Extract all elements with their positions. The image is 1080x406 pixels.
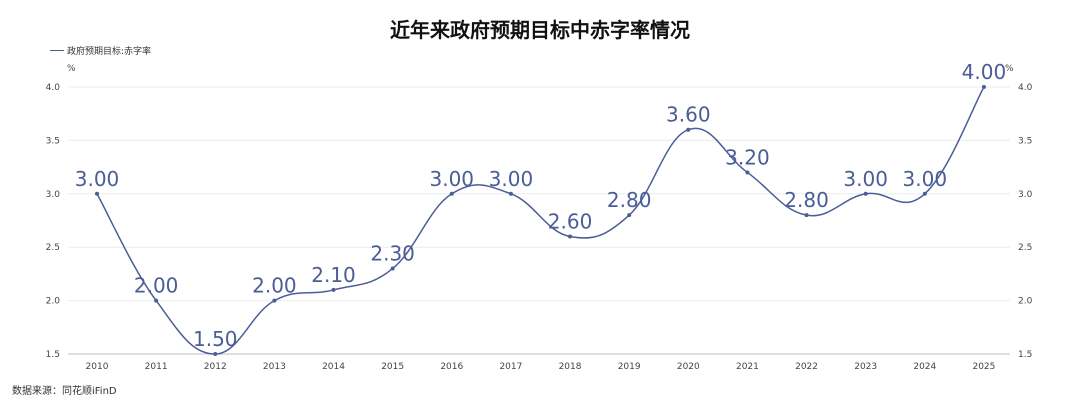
y-tick-label-left: 2.0: [46, 297, 61, 307]
y-tick-label-right: 4.0: [1018, 83, 1033, 93]
x-tick-label: 2024: [913, 362, 936, 372]
data-point: [686, 127, 691, 132]
x-tick-label: 2017: [499, 362, 522, 372]
data-point: [95, 191, 99, 196]
data-point: [627, 213, 632, 218]
data-label: 3.60: [666, 103, 711, 127]
data-point: [272, 298, 277, 303]
left-unit-label: %: [67, 64, 76, 74]
data-point: [922, 191, 927, 196]
source-note: 数据来源：同花顺iFinD: [12, 386, 117, 397]
data-point: [213, 352, 218, 356]
y-tick-label-right: 3.5: [1018, 136, 1032, 146]
x-tick-label: 2015: [381, 362, 404, 372]
y-tick-label-left: 4.0: [46, 83, 61, 93]
legend-swatch: [50, 50, 64, 51]
y-tick-label-left: 3.5: [46, 136, 60, 146]
x-tick-label: 2013: [263, 362, 286, 372]
x-tick-label: 2010: [86, 362, 109, 372]
data-label: 3.00: [843, 167, 888, 191]
right-unit-label: %: [1005, 64, 1014, 74]
data-point: [981, 85, 986, 89]
data-label: 2.00: [134, 274, 179, 298]
data-point: [745, 170, 750, 175]
data-point: [804, 213, 809, 218]
data-label: 3.00: [903, 167, 948, 191]
x-tick-label: 2023: [854, 362, 877, 372]
data-point: [449, 191, 454, 196]
x-tick-label: 2016: [440, 362, 463, 372]
data-point: [154, 298, 159, 303]
y-tick-label-right: 1.5: [1018, 350, 1032, 360]
data-point: [863, 191, 868, 196]
y-tick-label-left: 1.5: [46, 350, 60, 360]
x-tick-label: 2018: [559, 362, 582, 372]
data-point: [508, 191, 513, 196]
x-tick-label: 2014: [322, 362, 345, 372]
x-tick-label: 2021: [736, 362, 759, 372]
data-label: 2.60: [548, 210, 593, 234]
data-label: 2.80: [784, 188, 829, 212]
data-point: [568, 234, 573, 239]
data-label: 3.20: [725, 145, 770, 169]
data-label: 2.10: [311, 263, 356, 287]
chart-title: 近年来政府预期目标中赤字率情况: [390, 18, 690, 42]
series-line: [96, 86, 985, 355]
x-tick-label: 2012: [204, 362, 227, 372]
x-tick-label: 2019: [618, 362, 641, 372]
data-label: 1.50: [193, 327, 238, 351]
data-label: 3.00: [430, 167, 475, 191]
data-label: 2.30: [370, 242, 415, 266]
legend-label: 政府预期目标:赤字率: [67, 47, 152, 57]
legend: 政府预期目标:赤字率: [50, 44, 151, 57]
y-tick-label-right: 2.5: [1018, 243, 1032, 253]
y-tick-label-left: 3.0: [46, 190, 61, 200]
y-tick-label-left: 2.5: [46, 243, 60, 253]
data-label: 2.80: [607, 188, 652, 212]
x-tick-label: 2022: [795, 362, 818, 372]
data-label: 3.00: [489, 167, 534, 191]
x-tick-label: 2011: [145, 362, 168, 372]
x-tick-label: 2020: [677, 362, 700, 372]
y-tick-label-right: 2.0: [1018, 297, 1033, 307]
data-point: [331, 287, 336, 292]
y-tick-label-right: 3.0: [1018, 190, 1033, 200]
data-label: 4.00: [962, 60, 1007, 84]
data-point: [390, 266, 395, 271]
data-label: 2.00: [252, 274, 297, 298]
data-label: 3.00: [75, 167, 120, 191]
x-tick-label: 2025: [972, 362, 995, 372]
